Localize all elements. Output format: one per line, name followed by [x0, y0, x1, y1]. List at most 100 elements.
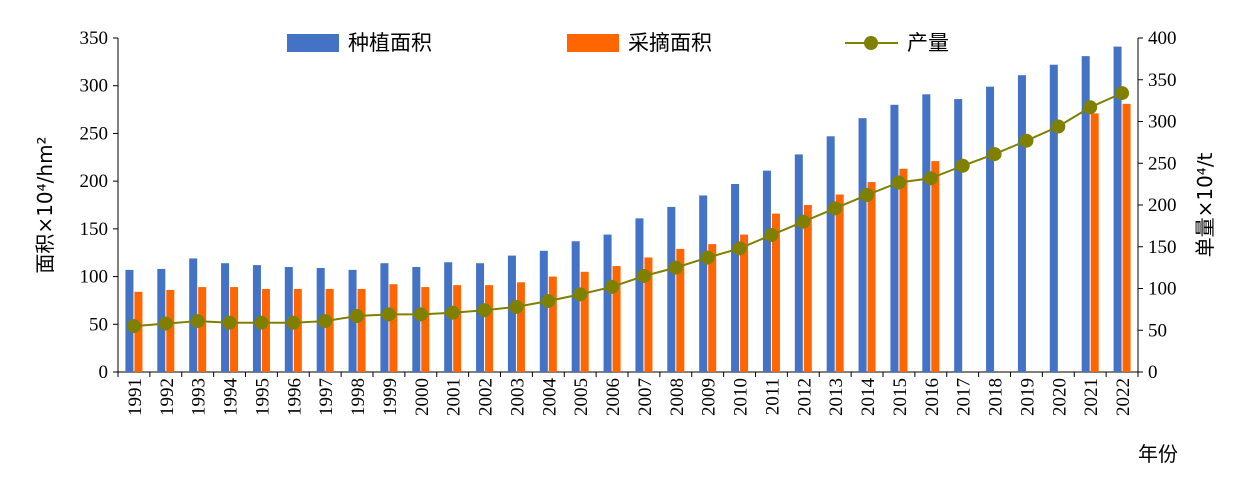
- bar-planting-area: [826, 136, 835, 372]
- y-right-tick-label: 300: [1148, 112, 1177, 133]
- bar-planting-area: [762, 170, 771, 372]
- x-tick-label: 2015: [890, 378, 911, 416]
- y-right-tick-label: 350: [1148, 70, 1177, 91]
- production-point: [541, 294, 556, 309]
- legend-label-planting: 种植面积: [348, 31, 432, 55]
- production-point: [445, 305, 460, 320]
- production-point: [254, 315, 269, 330]
- x-tick-label: 2016: [922, 378, 943, 416]
- bar-picking-area: [803, 205, 812, 372]
- production-point: [477, 303, 492, 318]
- bar-picking-area: [389, 284, 398, 372]
- y-right-tick-label: 50: [1148, 320, 1167, 341]
- production-point: [987, 147, 1002, 162]
- x-tick-label: 2020: [1049, 378, 1070, 416]
- bar-picking-area: [516, 282, 525, 372]
- x-tick-label: 2003: [507, 378, 528, 416]
- bar-picking-area: [835, 194, 844, 372]
- production-point: [636, 268, 651, 283]
- bar-picking-area: [612, 266, 621, 372]
- x-tick-label: 2004: [539, 378, 560, 417]
- production-point: [828, 201, 843, 216]
- legend-label-production: 产量: [907, 31, 949, 55]
- production-point: [318, 314, 333, 329]
- x-tick-label: 2007: [635, 378, 656, 416]
- x-tick-label: 1998: [348, 378, 369, 416]
- bar-picking-area: [453, 285, 462, 372]
- bar-planting-area: [507, 255, 516, 372]
- bar-planting-area: [1017, 75, 1026, 373]
- y-left-tick-label: 300: [80, 76, 109, 97]
- x-tick-label: 2002: [476, 378, 497, 416]
- tick-labels: 0 50 100 150 200 250 300 350 0 50 100 150 200 250 300 3…: [80, 28, 1177, 416]
- y-right-tick-label: 100: [1148, 279, 1177, 300]
- production-point: [509, 299, 524, 314]
- x-tick-label: 1991: [125, 378, 146, 416]
- production-point: [222, 315, 237, 330]
- x-tick-label: 2021: [1081, 378, 1102, 416]
- legend-marker-production: [864, 36, 878, 50]
- production-point: [955, 158, 970, 173]
- bar-picking-area: [644, 257, 653, 372]
- legend-label-picking: 采摘面积: [628, 31, 712, 55]
- production-point: [796, 214, 811, 229]
- bars: [125, 46, 1131, 373]
- production-point: [286, 315, 301, 330]
- bar-planting-area: [986, 86, 995, 372]
- x-tick-label: 1995: [252, 378, 273, 416]
- bar-picking-area: [485, 285, 494, 372]
- production-point: [1083, 100, 1098, 115]
- bar-picking-area: [708, 244, 717, 372]
- production-line: [133, 92, 1123, 328]
- bar-picking-area: [166, 289, 175, 372]
- bar-planting-area: [571, 241, 580, 372]
- x-tick-label: 2019: [1017, 378, 1038, 416]
- y-left-tick-label: 0: [99, 362, 109, 383]
- x-tick-label: 1996: [284, 378, 305, 416]
- production-point: [860, 187, 875, 202]
- production-point: [126, 319, 141, 334]
- production-point: [700, 250, 715, 265]
- bar-planting-area: [603, 234, 612, 372]
- x-tick-label: 2000: [412, 378, 433, 416]
- bar-planting-area: [922, 94, 931, 372]
- bar-planting-area: [635, 218, 644, 372]
- y-left-tick-label: 100: [80, 267, 109, 288]
- bar-picking-area: [771, 213, 780, 372]
- bar-picking-area: [1122, 103, 1131, 373]
- bar-picking-area: [421, 287, 430, 372]
- y-left-tick-label: 250: [80, 123, 109, 144]
- x-tick-label: 2008: [667, 378, 688, 416]
- x-tick-label: 2005: [571, 378, 592, 416]
- bar-planting-area: [476, 263, 485, 372]
- bar-picking-area: [230, 287, 239, 372]
- bar-picking-area: [134, 291, 143, 372]
- x-tick-label: 2009: [699, 378, 720, 416]
- bar-planting-area: [667, 206, 676, 372]
- bar-planting-area: [890, 104, 899, 373]
- y-left-tick-label: 200: [80, 171, 109, 192]
- y-left-tick-label: 150: [80, 219, 109, 240]
- production-point: [764, 228, 779, 243]
- legend: 种植面积 采摘面积 产量: [287, 31, 949, 55]
- bar-planting-area: [1113, 46, 1122, 373]
- bar-picking-area: [867, 182, 876, 372]
- bar-planting-area: [1049, 64, 1058, 372]
- x-tick-label: 2006: [603, 378, 624, 416]
- y-axis-left-title: 面积×10⁴/hm²: [33, 136, 57, 273]
- production-point: [1019, 133, 1034, 148]
- production-point: [158, 316, 173, 331]
- production-point: [732, 241, 747, 256]
- legend-swatch-picking: [567, 34, 619, 52]
- y-right-tick-label: 0: [1148, 362, 1158, 383]
- production-point: [605, 279, 620, 294]
- x-tick-label: 1999: [380, 378, 401, 416]
- legend-swatch-planting: [287, 34, 339, 52]
- x-tick-label: 1994: [221, 378, 242, 417]
- bar-planting-area: [731, 184, 740, 372]
- bar-picking-area: [261, 288, 270, 372]
- bar-picking-area: [580, 271, 589, 372]
- bar-picking-area: [740, 234, 749, 372]
- x-tick-label: 1997: [316, 378, 337, 416]
